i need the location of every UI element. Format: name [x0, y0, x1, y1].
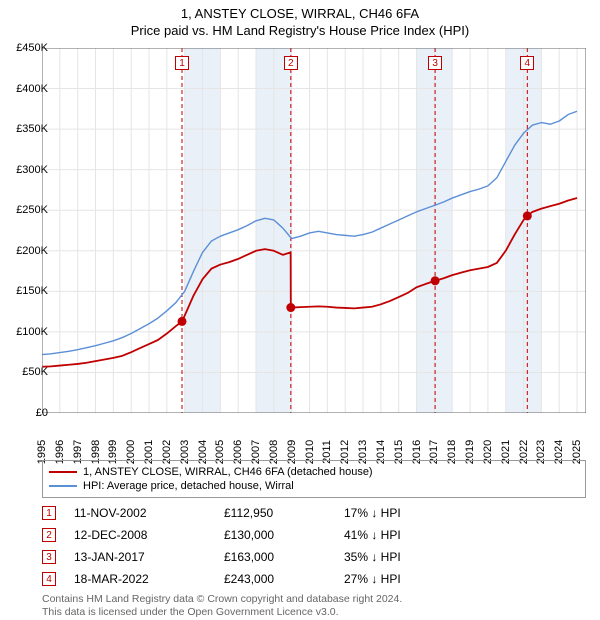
legend-swatch: [49, 485, 77, 487]
y-tick-label: £0: [36, 407, 48, 419]
legend-item: 1, ANSTEY CLOSE, WIRRAL, CH46 6FA (detac…: [49, 465, 579, 479]
y-tick-label: £50K: [22, 366, 48, 378]
footer-line-1: Contains HM Land Registry data © Crown c…: [42, 593, 402, 605]
legend-label: HPI: Average price, detached house, Wirr…: [83, 480, 294, 492]
transaction-row: 3 13-JAN-2017£163,00035% ↓ HPI: [42, 546, 586, 568]
transaction-row: 2 12-DEC-2008£130,00041% ↓ HPI: [42, 524, 586, 546]
transaction-diff: 35% ↓ HPI: [344, 550, 586, 564]
y-tick-label: £150K: [16, 285, 48, 297]
legend: 1, ANSTEY CLOSE, WIRRAL, CH46 6FA (detac…: [42, 460, 586, 498]
transaction-diff: 17% ↓ HPI: [344, 506, 586, 520]
footer-line-2: This data is licensed under the Open Gov…: [42, 606, 339, 618]
chart-container: 1, ANSTEY CLOSE, WIRRAL, CH46 6FA Price …: [0, 0, 600, 620]
transaction-price: £130,000: [224, 528, 344, 542]
chart-marker-4: 4: [520, 56, 534, 70]
transaction-row: 4 18-MAR-2022£243,00027% ↓ HPI: [42, 568, 586, 590]
transaction-diff: 41% ↓ HPI: [344, 528, 586, 542]
chart-svg: [42, 48, 586, 413]
transaction-row: 1 11-NOV-2002£112,95017% ↓ HPI: [42, 502, 586, 524]
y-tick-label: £300K: [16, 164, 48, 176]
transaction-marker: 1: [42, 506, 56, 520]
y-tick-label: £450K: [16, 42, 48, 54]
legend-item: HPI: Average price, detached house, Wirr…: [49, 479, 579, 493]
y-tick-label: £350K: [16, 123, 48, 135]
y-tick-label: £200K: [16, 245, 48, 257]
transaction-date: 13-JAN-2017: [74, 550, 224, 564]
legend-swatch: [49, 471, 77, 473]
chart-title: 1, ANSTEY CLOSE, WIRRAL, CH46 6FA: [0, 0, 600, 21]
chart-plot-area: [42, 48, 586, 413]
transaction-marker: 4: [42, 572, 56, 586]
transaction-marker: 2: [42, 528, 56, 542]
chart-marker-1: 1: [175, 56, 189, 70]
y-tick-label: £100K: [16, 326, 48, 338]
legend-label: 1, ANSTEY CLOSE, WIRRAL, CH46 6FA (detac…: [83, 466, 373, 478]
chart-subtitle: Price paid vs. HM Land Registry's House …: [0, 21, 600, 38]
transaction-marker: 3: [42, 550, 56, 564]
transaction-date: 12-DEC-2008: [74, 528, 224, 542]
transaction-table: 1 11-NOV-2002£112,95017% ↓ HPI 2 12-DEC-200…: [42, 502, 586, 590]
transaction-diff: 27% ↓ HPI: [344, 572, 586, 586]
transaction-price: £112,950: [224, 506, 344, 520]
transaction-price: £163,000: [224, 550, 344, 564]
chart-marker-2: 2: [284, 56, 298, 70]
y-tick-label: £400K: [16, 83, 48, 95]
transaction-date: 11-NOV-2002: [74, 506, 224, 520]
transaction-price: £243,000: [224, 572, 344, 586]
chart-marker-3: 3: [428, 56, 442, 70]
transaction-date: 18-MAR-2022: [74, 572, 224, 586]
y-tick-label: £250K: [16, 204, 48, 216]
